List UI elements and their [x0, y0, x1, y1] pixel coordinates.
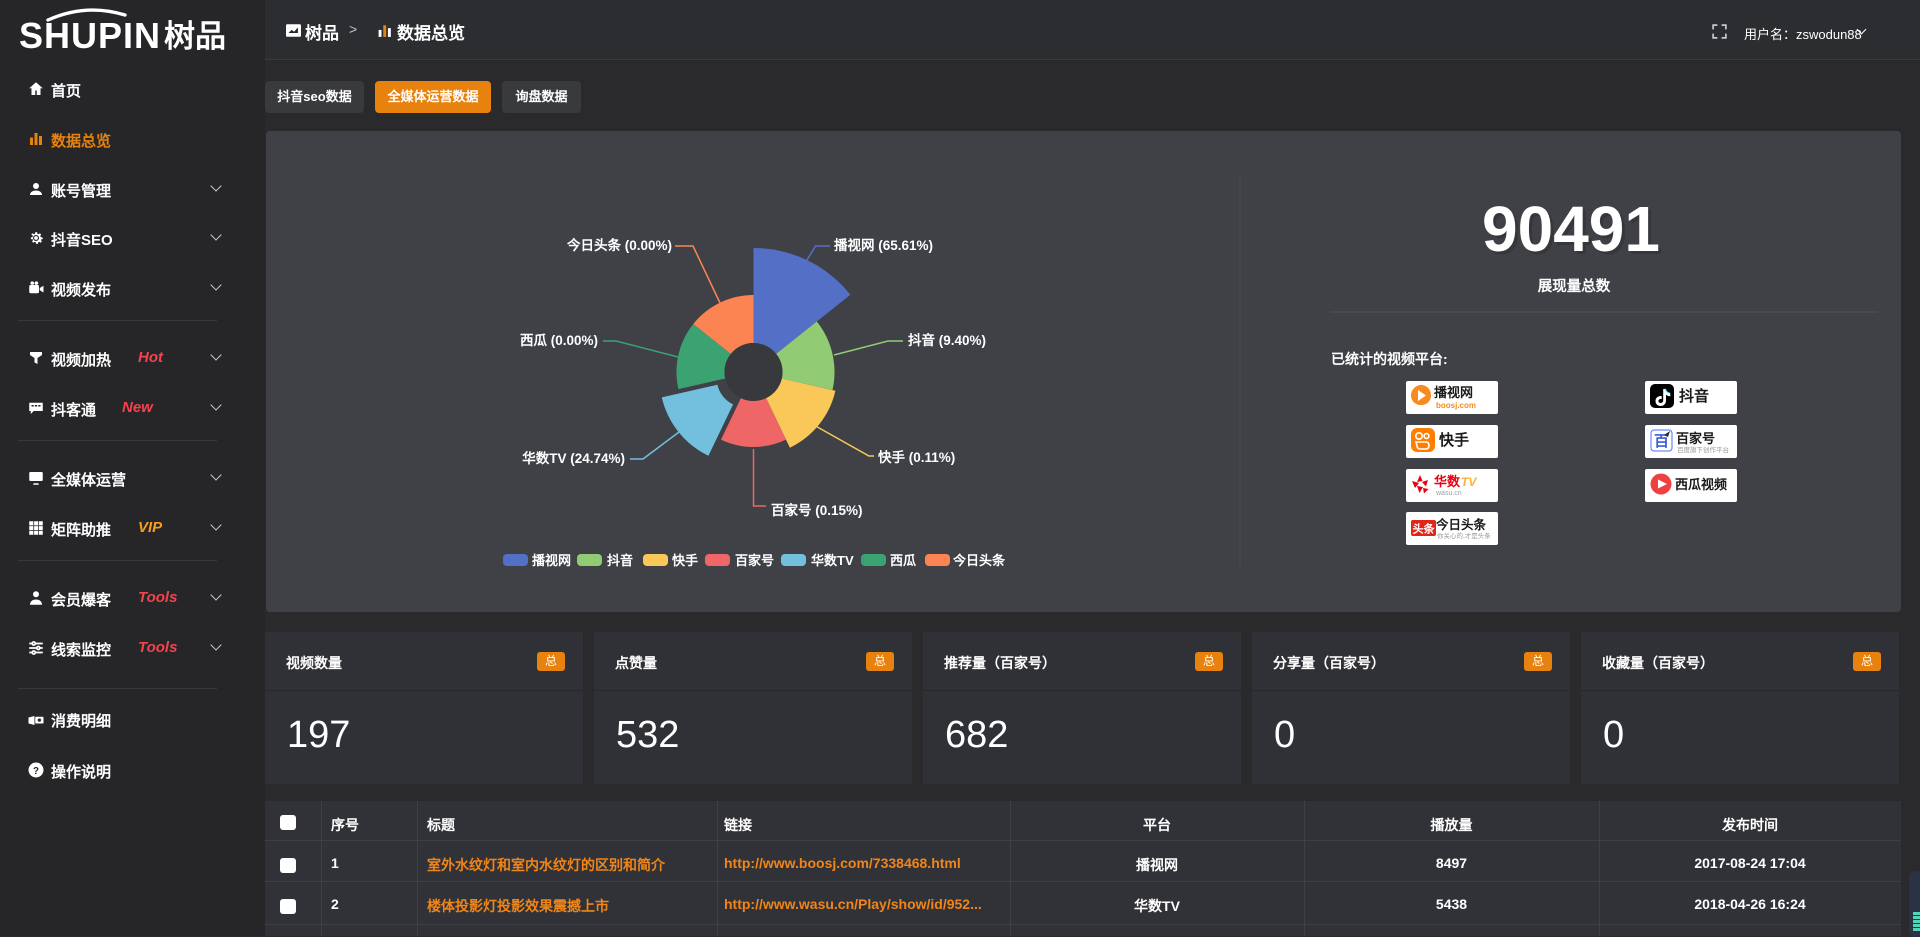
svg-text:播视网 (65.61%): 播视网 (65.61%): [834, 237, 933, 253]
svg-text:你关心的,才是头条: 你关心的,才是头条: [1437, 531, 1491, 540]
svg-text:TV: TV: [1461, 475, 1477, 489]
svg-text:快手: 快手: [1439, 431, 1469, 449]
svg-text:已统计的视频平台:: 已统计的视频平台:: [1331, 351, 1448, 367]
svg-text:百: 百: [1654, 433, 1669, 450]
svg-text:西瓜: 西瓜: [890, 553, 916, 568]
svg-text:快手: 快手: [672, 553, 698, 568]
svg-text:抖音 (9.40%): 抖音 (9.40%): [908, 332, 986, 348]
svg-text:西瓜视频: 西瓜视频: [1675, 477, 1727, 492]
svg-text:西瓜 (0.00%): 西瓜 (0.00%): [520, 333, 598, 348]
svg-text:90491: 90491: [1482, 193, 1660, 265]
svg-text:百家号: 百家号: [1676, 431, 1715, 446]
svg-text:树品: 树品: [164, 19, 226, 54]
svg-text:今日头条: 今日头条: [952, 553, 1006, 568]
svg-text:百度旗下创作平台: 百度旗下创作平台: [1677, 445, 1729, 454]
svg-text:头条: 头条: [1413, 522, 1436, 536]
svg-text:播视网: 播视网: [1434, 385, 1473, 400]
svg-text:抖音: 抖音: [607, 553, 633, 568]
svg-text:播视网: 播视网: [532, 553, 571, 568]
svg-text:boosj.com: boosj.com: [1436, 401, 1476, 410]
svg-text:华数TV: 华数TV: [811, 553, 854, 568]
svg-text:华数: 华数: [1434, 474, 1461, 489]
svg-text:SHUPIN: SHUPIN: [19, 15, 159, 56]
svg-text:90491: 90491: [1485, 196, 1663, 268]
svg-text:?: ?: [33, 766, 39, 777]
svg-text:抖音: 抖音: [1679, 387, 1709, 405]
svg-text:快手 (0.11%): 快手 (0.11%): [878, 449, 955, 465]
svg-text:wasu.cn: wasu.cn: [1435, 490, 1462, 497]
svg-text:今日头条 (0.00%): 今日头条 (0.00%): [567, 237, 672, 253]
svg-text:百家号 (0.15%): 百家号 (0.15%): [771, 502, 863, 518]
svg-text:百家号: 百家号: [735, 553, 774, 568]
svg-text:今日头条: 今日头条: [1435, 517, 1487, 532]
svg-text:华数TV (24.74%): 华数TV (24.74%): [522, 450, 625, 466]
svg-text:展现量总数: 展现量总数: [1538, 277, 1611, 295]
